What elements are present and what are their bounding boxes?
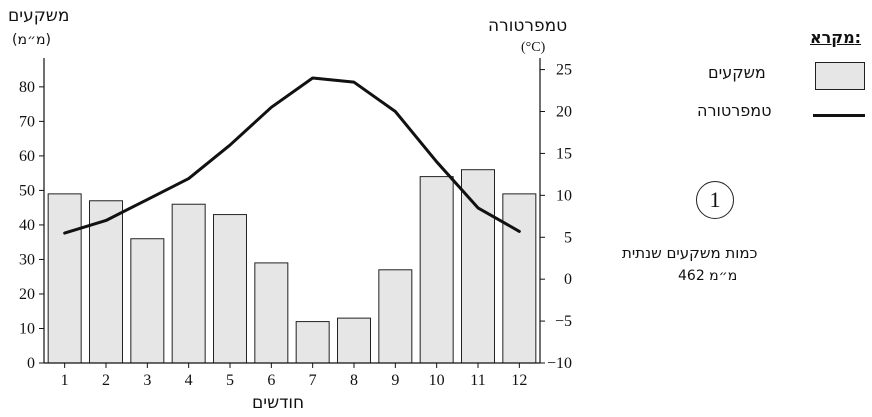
x-axis-title: חודשים <box>252 393 305 413</box>
x-tick-label: 11 <box>470 372 485 389</box>
x-tick-label: 10 <box>429 372 445 389</box>
chart-axes <box>43 58 541 364</box>
temp-axis-unit: (°C) <box>521 40 546 55</box>
temp-axis-title: טמפרטורה <box>488 16 568 36</box>
rain-bar <box>171 203 206 364</box>
legend-temp-label: טמפרטורה <box>697 101 772 120</box>
annual-rain-value: 462 מ״מ <box>678 268 738 284</box>
x-axis-ticks: 1 2 3 4 5 6 7 8 9 10 11 12 <box>61 363 527 389</box>
rain-bar <box>502 193 537 364</box>
left-tick-label: 20 <box>19 286 35 303</box>
left-tick-label: 0 <box>27 355 35 372</box>
right-tick-label: 5 <box>564 229 572 246</box>
x-tick-label: 5 <box>226 372 234 389</box>
rain-bar <box>89 200 123 364</box>
x-tick-label: 6 <box>267 372 275 389</box>
x-tick-label: 2 <box>102 372 110 389</box>
x-tick-label: 3 <box>143 372 151 389</box>
temperature-line-group <box>63 76 521 235</box>
x-tick-label: 8 <box>350 372 358 389</box>
right-tick-label: 20 <box>556 104 572 121</box>
legend-temp-swatch <box>813 114 865 117</box>
rain-bar <box>378 269 413 364</box>
right-tick-label: 0 <box>564 271 572 288</box>
rain-bar <box>254 262 289 364</box>
x-tick-label: 7 <box>309 372 317 389</box>
rain-bars <box>47 169 537 364</box>
rain-bar <box>419 176 454 364</box>
right-tick-label: −10 <box>547 355 572 372</box>
right-tick-label: 25 <box>556 62 572 79</box>
annual-rain-label: כמות משקעים שנתית <box>622 244 758 262</box>
rain-axis-title: משקעים <box>8 6 70 26</box>
left-axis-ticks: 0 10 20 30 40 50 60 70 80 <box>19 79 44 372</box>
left-tick-label: 10 <box>19 320 35 337</box>
x-tick-label: 12 <box>511 372 527 389</box>
rain-axis-unit: (מ״מ) <box>12 32 51 48</box>
left-tick-label: 30 <box>19 251 35 268</box>
rain-bar <box>337 317 371 364</box>
rain-bar <box>461 169 495 364</box>
rain-bar <box>213 214 247 364</box>
right-axis-ticks: −10 −5 0 5 10 15 20 25 <box>540 62 572 372</box>
x-tick-label: 4 <box>185 372 193 389</box>
right-tick-label: 15 <box>556 145 572 162</box>
left-tick-label: 60 <box>19 148 35 165</box>
right-tick-label: −5 <box>555 313 572 330</box>
legend-rain-label: משקעים <box>708 63 766 82</box>
rain-bar <box>130 238 165 364</box>
legend-title: מקרא: <box>810 28 862 47</box>
x-tick-label: 1 <box>61 372 69 389</box>
legend-rain-swatch <box>815 62 865 90</box>
left-tick-label: 50 <box>19 182 35 199</box>
station-number-badge: 1 <box>696 181 734 219</box>
left-tick-label: 40 <box>19 217 35 234</box>
right-tick-label: 10 <box>556 187 572 204</box>
left-tick-label: 80 <box>19 79 35 96</box>
temperature-line <box>63 76 521 235</box>
x-tick-label: 9 <box>391 372 399 389</box>
rain-bar <box>295 321 330 364</box>
left-tick-label: 70 <box>19 113 35 130</box>
rain-bar <box>47 193 82 364</box>
